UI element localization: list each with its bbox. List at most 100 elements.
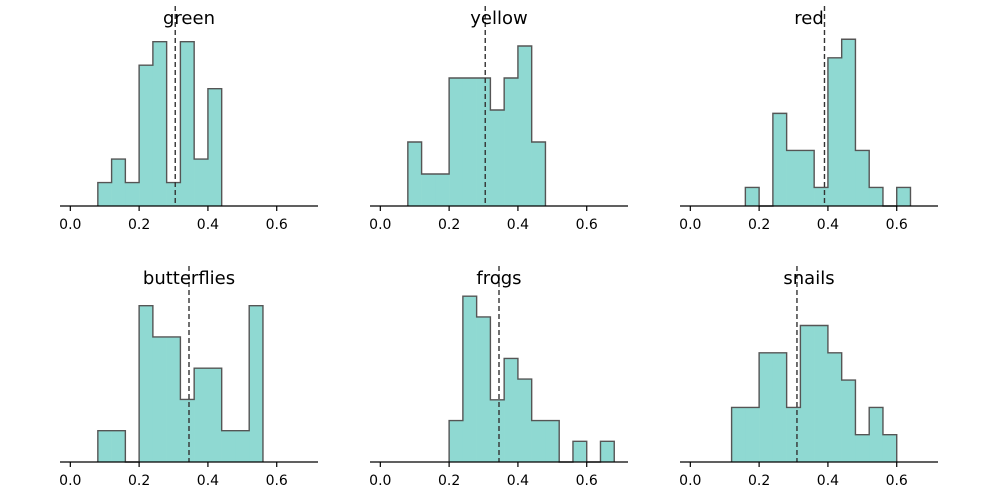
histogram-bar — [490, 110, 505, 206]
histogram-bar — [139, 305, 154, 462]
x-tick-label: 0.4 — [817, 473, 839, 489]
histogram-panel-red: 0.0 0.2 0.4 0.6 red — [679, 6, 938, 233]
panel-title: butterflies — [143, 268, 235, 289]
histogram-bar — [111, 430, 126, 462]
x-tick-label: 0.2 — [748, 217, 770, 233]
histogram-panel-snails: 0.0 0.2 0.4 0.6 snails — [679, 266, 938, 489]
x-tick-label: 0.6 — [576, 217, 598, 233]
histogram-bar — [882, 434, 898, 462]
histogram-bar — [572, 441, 588, 462]
histogram-bar — [407, 142, 422, 206]
x-tick-label: 0.2 — [128, 217, 150, 233]
histogram-bar — [139, 65, 154, 206]
histogram-bar — [476, 78, 491, 206]
histogram-bar — [896, 187, 911, 206]
histogram-bar — [786, 407, 801, 462]
histogram-bar — [435, 174, 450, 206]
histogram-panel-butterflies: 0.0 0.2 0.4 0.6 butterflies — [59, 266, 318, 489]
histogram-bar — [166, 336, 181, 462]
panel-title: green — [163, 8, 215, 29]
histogram-bar — [517, 379, 532, 462]
histogram-bar — [600, 441, 615, 462]
histogram-bar — [125, 182, 140, 206]
panel-title: yellow — [470, 8, 527, 29]
x-tick-label: 0.6 — [886, 217, 908, 233]
histogram-bar — [531, 142, 546, 206]
x-tick-label: 0.0 — [679, 473, 701, 489]
histogram-bar — [462, 296, 477, 462]
histogram-bar — [745, 187, 760, 206]
histogram-bar — [800, 325, 815, 462]
histogram-bar — [152, 336, 167, 462]
x-tick-label: 0.0 — [59, 473, 81, 489]
histogram-bar — [731, 407, 746, 462]
histogram-bar — [476, 316, 491, 462]
histogram-bar — [111, 159, 126, 206]
histogram-outline — [97, 304, 264, 463]
histogram-bar — [421, 174, 436, 206]
histogram-bar — [449, 78, 464, 206]
histogram-outline — [97, 41, 223, 206]
histogram-bar — [235, 430, 250, 462]
x-tick-label: 0.4 — [507, 473, 529, 489]
histogram-bar — [180, 41, 195, 207]
histogram-bar — [221, 430, 236, 462]
histogram-bar — [786, 150, 801, 206]
histogram-panel-frogs: 0.0 0.2 0.4 0.6 frogs — [369, 266, 628, 489]
x-tick-label: 0.0 — [369, 473, 391, 489]
histogram-outline — [744, 38, 912, 207]
histogram-bar — [152, 41, 167, 207]
histogram-bar — [166, 182, 181, 206]
histogram-bar — [869, 187, 884, 206]
histogram-bar — [841, 380, 856, 462]
histogram-bar — [490, 399, 505, 462]
x-tick-label: 0.2 — [128, 473, 150, 489]
histogram-bar — [97, 182, 112, 206]
histogram-bar — [827, 352, 842, 462]
panel-title: frogs — [476, 268, 521, 289]
panel-title: snails — [783, 268, 834, 289]
histogram-bar — [814, 325, 829, 462]
x-tick-label: 0.6 — [886, 473, 908, 489]
x-tick-label: 0.0 — [59, 217, 81, 233]
histogram-outline — [730, 324, 898, 462]
histogram-bar — [504, 358, 519, 462]
x-tick-label: 0.6 — [266, 217, 288, 233]
x-tick-label: 0.0 — [369, 217, 391, 233]
histogram-bar — [855, 434, 870, 462]
histogram-bar — [249, 305, 264, 462]
x-tick-label: 0.2 — [438, 217, 460, 233]
histogram-bar — [869, 407, 884, 462]
panel-title: red — [794, 8, 824, 29]
histogram-bar — [841, 39, 856, 207]
histogram-bar — [449, 420, 464, 462]
histogram-bar — [504, 78, 519, 206]
histogram-outline — [407, 45, 547, 206]
histogram-bar — [545, 420, 560, 462]
histogram-bar — [97, 430, 112, 462]
histogram-panel-green: 0.0 0.2 0.4 0.6 green — [59, 6, 318, 233]
histogram-bar — [462, 78, 477, 206]
histogram-bar — [800, 150, 815, 206]
x-tick-label: 0.2 — [748, 473, 770, 489]
histogram-bar — [772, 352, 787, 462]
histogram-bar — [531, 420, 546, 462]
histogram-bar — [814, 187, 829, 206]
histogram-bar — [855, 150, 870, 206]
histogram-bar — [207, 368, 222, 462]
x-tick-label: 0.0 — [679, 217, 701, 233]
x-tick-label: 0.6 — [266, 473, 288, 489]
histogram-bar — [180, 399, 195, 462]
histogram-bar — [207, 88, 222, 206]
histogram-bar — [827, 57, 842, 206]
x-tick-label: 0.4 — [197, 217, 219, 233]
histogram-bar — [194, 368, 209, 462]
x-tick-label: 0.2 — [438, 473, 460, 489]
x-tick-label: 0.6 — [576, 473, 598, 489]
x-tick-label: 0.4 — [197, 473, 219, 489]
histogram-panel-yellow: 0.0 0.2 0.4 0.6 yellow — [369, 6, 628, 233]
histogram-bar — [772, 113, 787, 206]
x-tick-label: 0.4 — [507, 217, 529, 233]
histogram-bar — [759, 352, 774, 462]
